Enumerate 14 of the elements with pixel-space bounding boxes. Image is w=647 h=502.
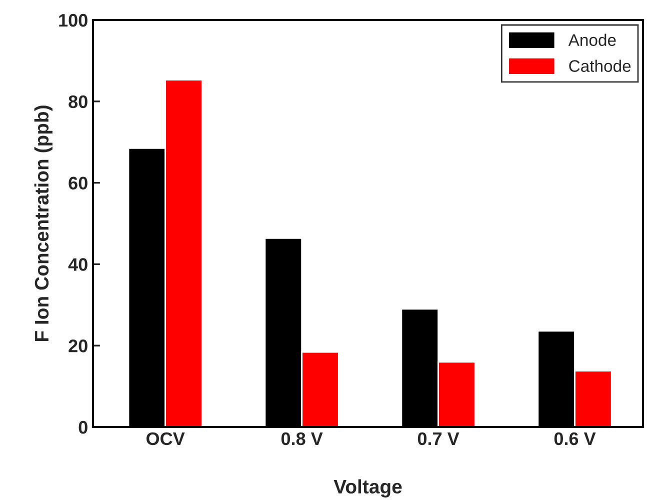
y-tick-label: 20	[68, 340, 88, 352]
y-tick-label: 40	[68, 258, 88, 271]
x-tick-label: 0.8 V	[281, 432, 323, 446]
legend-label: Cathode	[569, 60, 631, 72]
x-tick-label: 0.7 V	[418, 432, 460, 446]
y-tick-label: 60	[68, 176, 88, 190]
legend-label: Anode	[568, 34, 616, 46]
x-tick-label: OCV	[146, 432, 185, 446]
y-tick-label: 80	[68, 95, 88, 108]
x-axis-title: Voltage	[334, 479, 402, 498]
y-tick-label: 100	[59, 14, 88, 27]
x-tick-label: 0.6 V	[554, 432, 596, 446]
y-tick-label: 0	[78, 420, 88, 434]
y-axis-title: F Ion Concentration (ppb)	[34, 106, 52, 341]
